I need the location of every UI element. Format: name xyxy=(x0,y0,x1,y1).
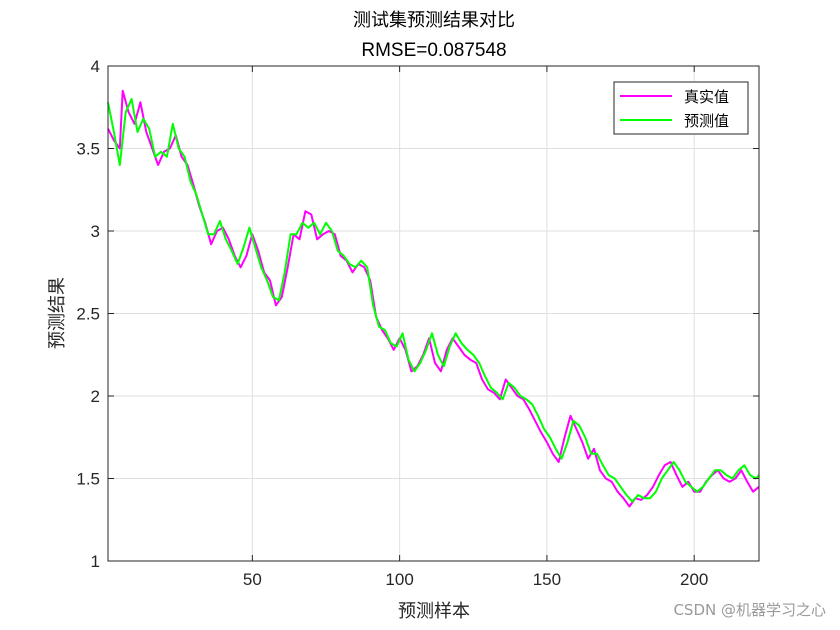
y-tick-label: 3 xyxy=(91,222,100,241)
x-tick-label: 150 xyxy=(533,570,561,589)
x-tick-label: 50 xyxy=(243,570,262,589)
tick-marks xyxy=(108,65,759,562)
chart-title: 测试集预测结果对比 xyxy=(353,10,515,31)
watermark-text: CSDN @机器学习之心 xyxy=(673,601,826,619)
series-line-1 xyxy=(107,89,760,508)
x-tick-label: 200 xyxy=(680,570,708,589)
x-tick-label: 100 xyxy=(385,570,413,589)
y-tick-label: 2.5 xyxy=(76,305,100,324)
legend: 真实值 预测值 xyxy=(613,81,749,135)
series-line-2 xyxy=(107,98,760,503)
x-axis-label: 预测样本 xyxy=(398,601,470,622)
x-axis-tick-labels: 50 100 150 200 xyxy=(243,570,709,589)
legend-label-series-2: 预测值 xyxy=(684,112,729,130)
y-tick-label: 1.5 xyxy=(76,470,100,489)
y-tick-label: 4 xyxy=(91,57,100,76)
y-axis-tick-labels: 1 1.5 2 2.5 3 3.5 4 xyxy=(76,57,100,571)
legend-box xyxy=(613,81,749,135)
y-axis-label: 预测结果 xyxy=(47,277,68,349)
y-tick-label: 3.5 xyxy=(76,140,100,159)
y-tick-label: 1 xyxy=(91,552,100,571)
series-lines xyxy=(107,89,760,508)
chart-subtitle: RMSE=0.087548 xyxy=(361,40,506,61)
y-tick-label: 2 xyxy=(91,387,100,406)
legend-label-series-1: 真实值 xyxy=(684,88,729,106)
